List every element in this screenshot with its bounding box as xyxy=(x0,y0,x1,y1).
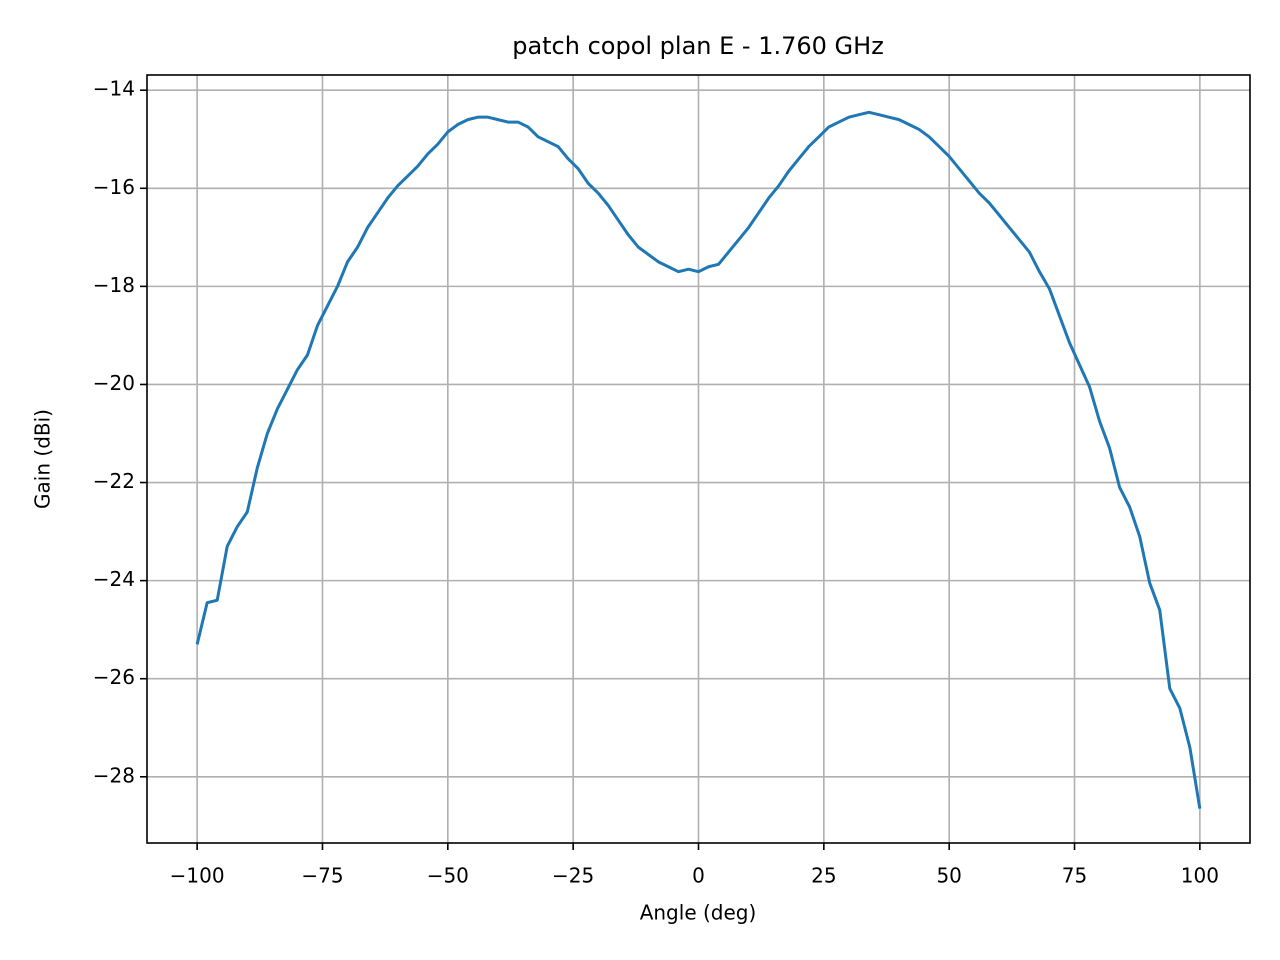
y-tick-label: −14 xyxy=(93,77,135,101)
chart-title: patch copol plan E - 1.760 GHz xyxy=(512,32,884,60)
y-tick-label: −22 xyxy=(93,469,135,493)
y-tick-label: −16 xyxy=(93,175,135,199)
x-tick-label: 0 xyxy=(692,864,705,888)
x-tick-label: −100 xyxy=(170,864,225,888)
data-line xyxy=(195,110,1202,809)
x-tick-label: 100 xyxy=(1181,864,1219,888)
y-tick-label: −26 xyxy=(93,665,135,689)
x-tick-label: 25 xyxy=(811,864,836,888)
x-tick-label: 50 xyxy=(936,864,961,888)
plot-frame xyxy=(146,74,1251,844)
x-tick-label: 75 xyxy=(1062,864,1087,888)
y-tick-label: −20 xyxy=(93,371,135,395)
y-axis-label: Gain (dBi) xyxy=(31,409,55,509)
x-tick-label: −25 xyxy=(552,864,594,888)
y-tick-label: −18 xyxy=(93,273,135,297)
x-axis-label: Angle (deg) xyxy=(640,901,757,925)
y-tick-label: −24 xyxy=(93,567,135,591)
y-tick-label: −28 xyxy=(93,763,135,787)
x-tick-label: −50 xyxy=(427,864,469,888)
x-tick-label: −75 xyxy=(301,864,343,888)
